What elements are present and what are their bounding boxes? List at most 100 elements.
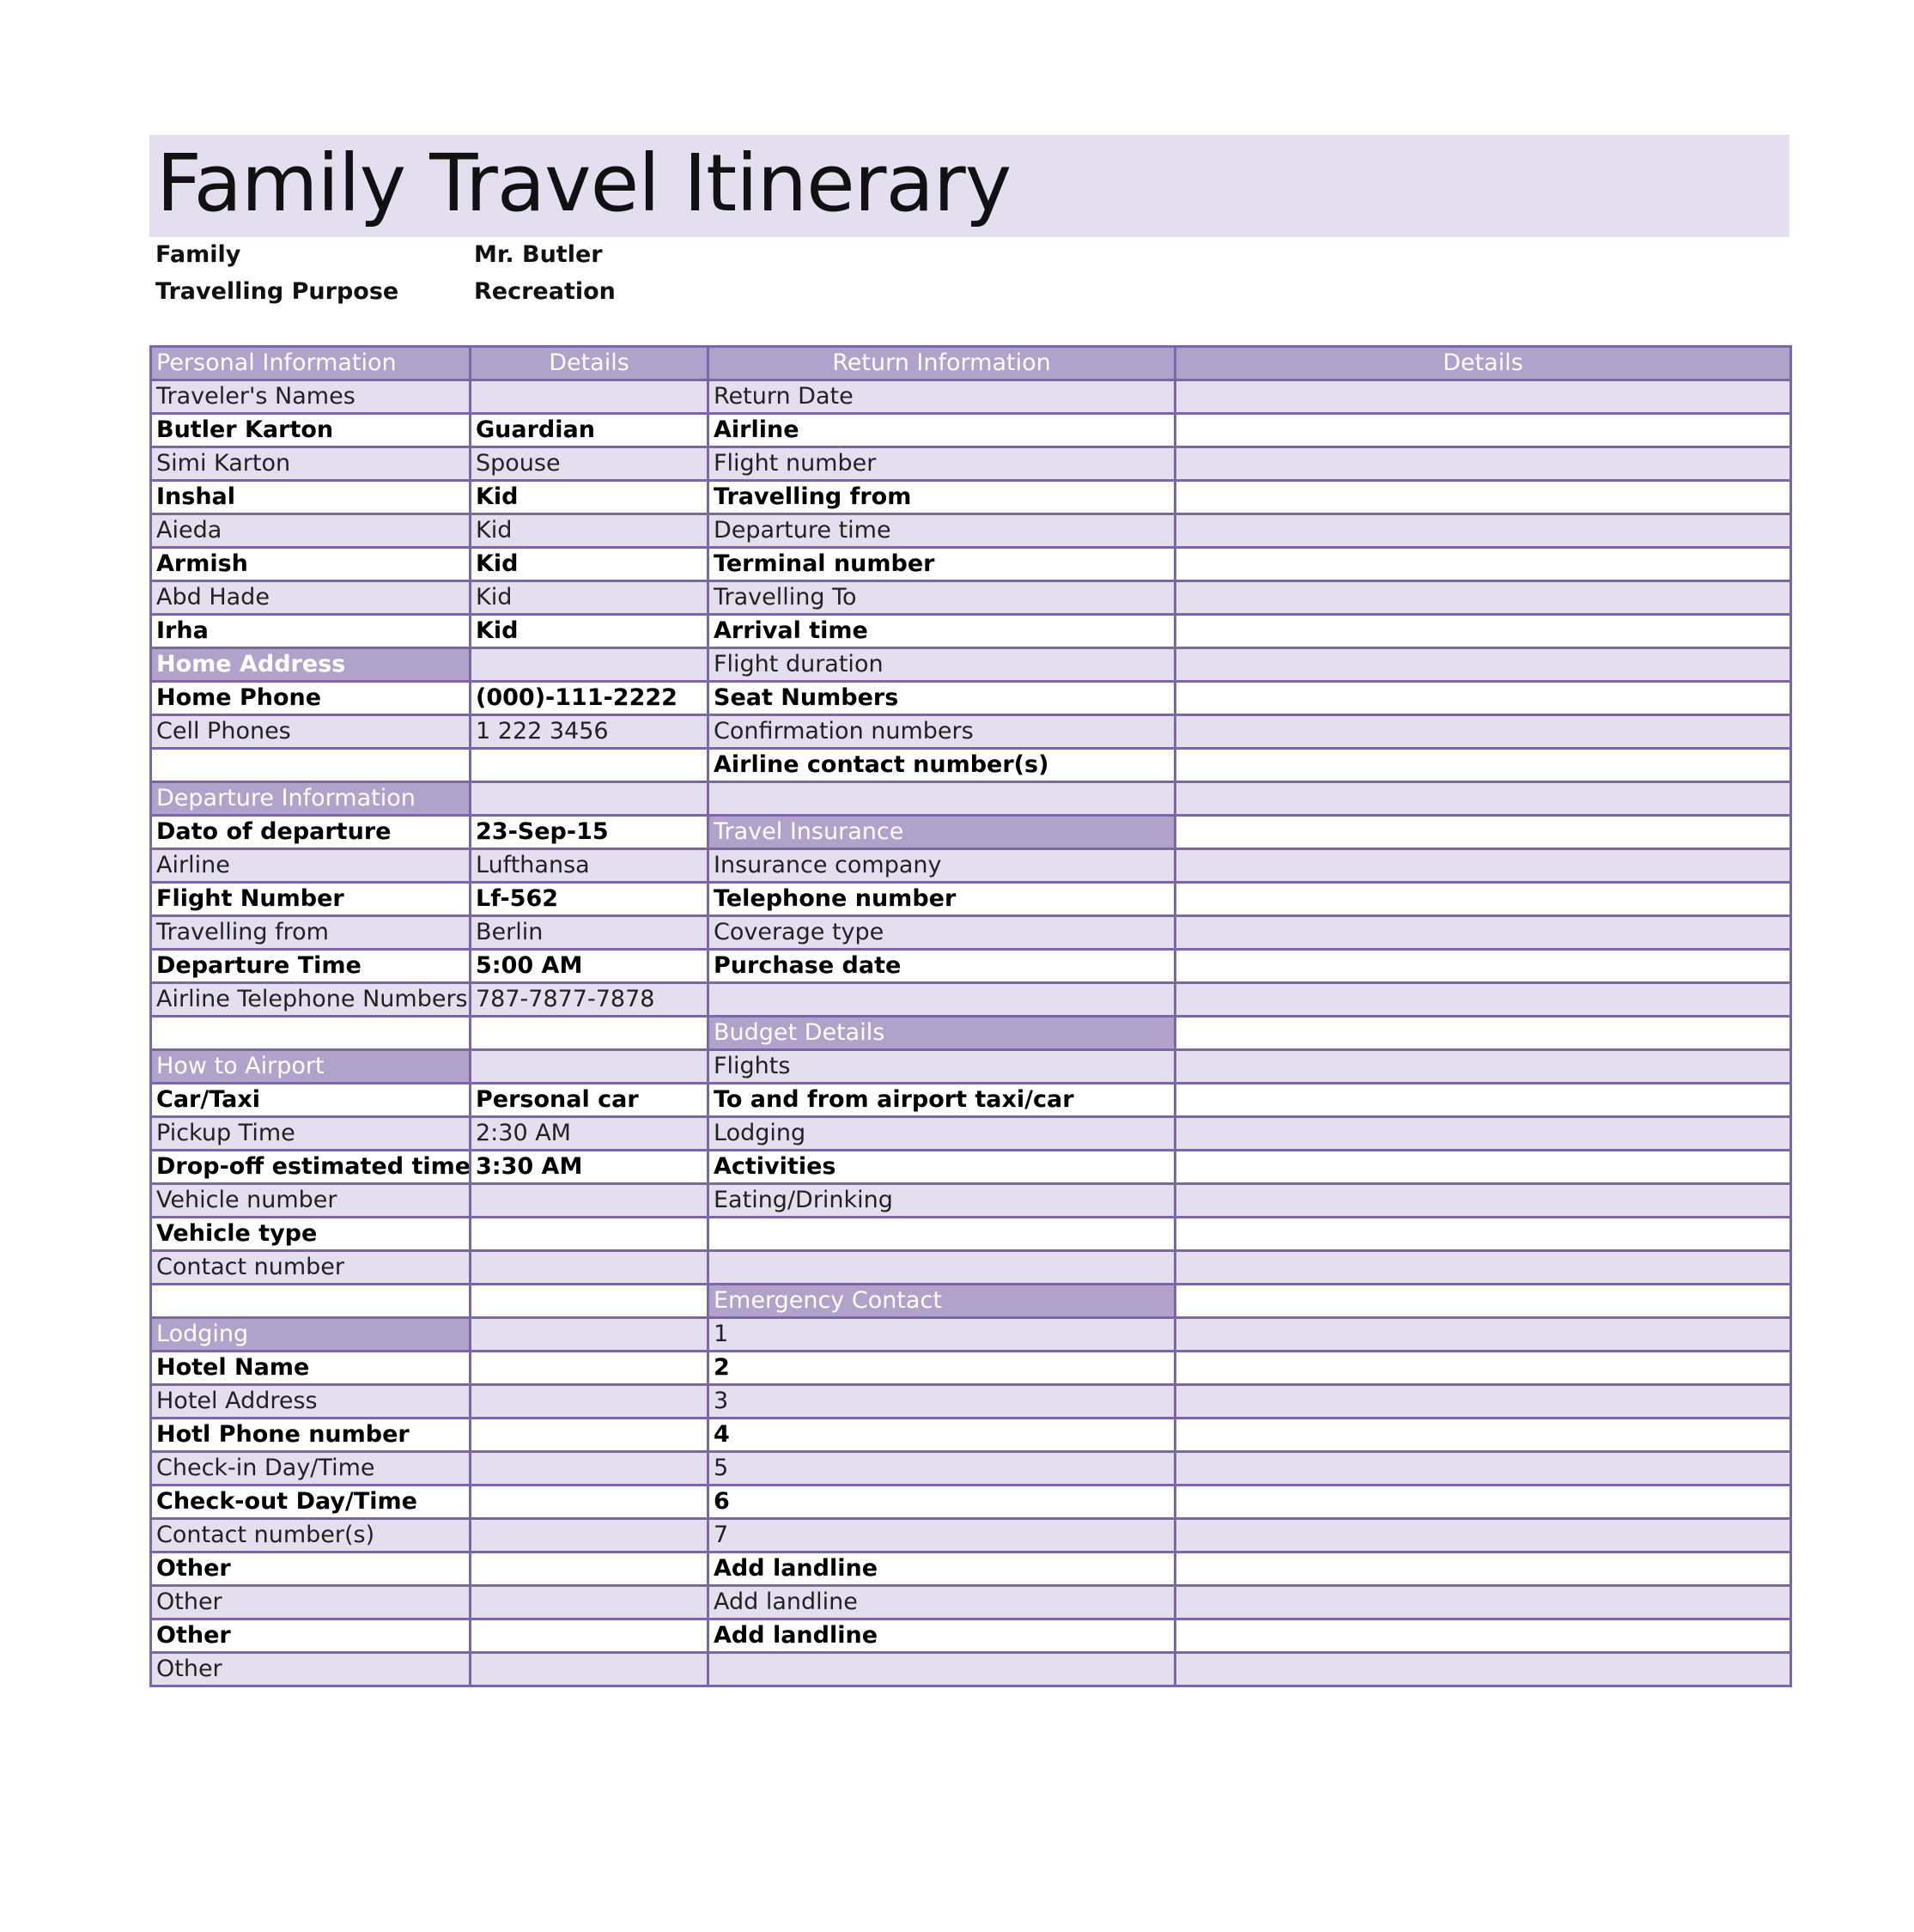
table-cell[interactable]: 6 <box>707 1484 1176 1520</box>
table-cell[interactable]: Telephone number <box>707 881 1176 917</box>
table-cell[interactable] <box>469 1350 709 1386</box>
table-cell[interactable]: Flight Number <box>149 881 471 917</box>
table-cell[interactable]: Lodging <box>707 1115 1176 1151</box>
table-cell[interactable] <box>707 781 1176 817</box>
table-cell[interactable]: Lf-562 <box>469 881 709 917</box>
table-cell[interactable]: Lufthansa <box>469 848 709 884</box>
table-cell[interactable] <box>1174 948 1792 984</box>
table-cell[interactable]: Spouse <box>469 446 709 482</box>
table-cell[interactable]: Insurance company <box>707 848 1176 884</box>
table-cell[interactable]: 1 <box>707 1316 1176 1352</box>
table-cell[interactable]: Armish <box>149 546 471 582</box>
table-cell[interactable]: 4 <box>707 1417 1176 1453</box>
table-cell[interactable]: Airline Telephone Numbers <box>149 981 471 1018</box>
table-cell[interactable] <box>1174 479 1792 515</box>
table-cell[interactable] <box>1174 1618 1792 1654</box>
table-cell[interactable]: Hotel Address <box>149 1383 471 1419</box>
table-cell[interactable]: To and from airport taxi/car <box>707 1082 1176 1118</box>
table-cell[interactable] <box>469 1316 709 1352</box>
table-cell[interactable] <box>1174 1115 1792 1151</box>
table-cell[interactable]: Kid <box>469 546 709 582</box>
section-header-cell[interactable]: Budget Details <box>707 1015 1176 1051</box>
table-cell[interactable]: Drop-off estimated time <box>149 1149 471 1185</box>
table-cell[interactable]: Irha <box>149 613 471 649</box>
table-cell[interactable]: Car/Taxi <box>149 1082 471 1118</box>
table-cell[interactable]: Kid <box>469 479 709 515</box>
table-cell[interactable]: Airline <box>149 848 471 884</box>
table-cell[interactable] <box>469 747 709 783</box>
table-cell[interactable] <box>1174 412 1792 448</box>
table-cell[interactable]: Traveler's Names <box>149 379 471 415</box>
table-cell[interactable] <box>1174 613 1792 649</box>
table-cell[interactable] <box>1174 1651 1792 1687</box>
table-cell[interactable]: Guardian <box>469 412 709 448</box>
table-cell[interactable]: Arrival time <box>707 613 1176 649</box>
table-cell[interactable]: Return Date <box>707 379 1176 415</box>
table-cell[interactable] <box>1174 914 1792 951</box>
table-cell[interactable] <box>469 1249 709 1285</box>
table-cell[interactable]: Contact number(s) <box>149 1517 471 1553</box>
section-header-cell[interactable]: Home Address <box>149 647 471 683</box>
table-cell[interactable]: Travelling from <box>149 914 471 951</box>
table-cell[interactable] <box>149 1283 471 1319</box>
table-cell[interactable]: Confirmation numbers <box>707 714 1176 750</box>
table-cell[interactable] <box>469 647 709 683</box>
table-cell[interactable]: (000)-111-2222 <box>469 680 709 716</box>
table-cell[interactable]: Airline <box>707 412 1176 448</box>
table-cell[interactable] <box>469 1048 709 1084</box>
table-cell[interactable]: Flights <box>707 1048 1176 1084</box>
table-cell[interactable] <box>1174 647 1792 683</box>
table-cell[interactable] <box>1174 513 1792 549</box>
table-cell[interactable]: Add landline <box>707 1618 1176 1654</box>
table-cell[interactable] <box>1174 1182 1792 1218</box>
table-cell[interactable]: 2:30 AM <box>469 1115 709 1151</box>
table-cell[interactable]: Seat Numbers <box>707 680 1176 716</box>
table-cell[interactable]: Purchase date <box>707 948 1176 984</box>
table-cell[interactable] <box>469 781 709 817</box>
table-cell[interactable] <box>469 1450 709 1486</box>
table-cell[interactable] <box>1174 1484 1792 1520</box>
table-cell[interactable]: 2 <box>707 1350 1176 1386</box>
table-cell[interactable]: 23-Sep-15 <box>469 814 709 850</box>
table-cell[interactable] <box>469 1182 709 1218</box>
table-cell[interactable]: Pickup Time <box>149 1115 471 1151</box>
table-cell[interactable]: Add landline <box>707 1551 1176 1587</box>
table-cell[interactable]: Check-out Day/Time <box>149 1484 471 1520</box>
table-cell[interactable]: Flight number <box>707 446 1176 482</box>
table-cell[interactable] <box>1174 680 1792 716</box>
table-cell[interactable] <box>469 1484 709 1520</box>
table-cell[interactable]: Dato of departure <box>149 814 471 850</box>
table-cell[interactable] <box>1174 1082 1792 1118</box>
table-cell[interactable]: Coverage type <box>707 914 1176 951</box>
table-cell[interactable]: Vehicle number <box>149 1182 471 1218</box>
table-cell[interactable]: Aieda <box>149 513 471 549</box>
table-cell[interactable]: Home Phone <box>149 680 471 716</box>
table-cell[interactable] <box>149 1015 471 1051</box>
table-cell[interactable]: Travelling To <box>707 580 1176 616</box>
table-cell[interactable] <box>1174 379 1792 415</box>
table-cell[interactable] <box>1174 848 1792 884</box>
table-cell[interactable]: Simi Karton <box>149 446 471 482</box>
table-cell[interactable]: 5 <box>707 1450 1176 1486</box>
table-cell[interactable] <box>707 981 1176 1018</box>
table-cell[interactable]: Cell Phones <box>149 714 471 750</box>
table-cell[interactable]: 3:30 AM <box>469 1149 709 1185</box>
table-cell[interactable] <box>1174 1450 1792 1486</box>
table-cell[interactable]: Hotel Name <box>149 1350 471 1386</box>
table-cell[interactable]: Other <box>149 1551 471 1587</box>
table-cell[interactable]: 787-7877-7878 <box>469 981 709 1018</box>
table-cell[interactable]: Check-in Day/Time <box>149 1450 471 1486</box>
table-cell[interactable]: Vehicle type <box>149 1216 471 1252</box>
table-cell[interactable]: Eating/Drinking <box>707 1182 1176 1218</box>
table-cell[interactable] <box>469 1551 709 1587</box>
table-cell[interactable] <box>1174 747 1792 783</box>
table-cell[interactable]: Other <box>149 1651 471 1687</box>
table-cell[interactable] <box>707 1651 1176 1687</box>
table-cell[interactable]: Abd Hade <box>149 580 471 616</box>
table-cell[interactable] <box>469 1618 709 1654</box>
section-header-cell[interactable]: Emergency Contact <box>707 1283 1176 1319</box>
table-cell[interactable]: Other <box>149 1584 471 1620</box>
table-cell[interactable] <box>1174 1283 1792 1319</box>
section-header-cell[interactable]: Lodging <box>149 1316 471 1352</box>
table-cell[interactable]: Kid <box>469 613 709 649</box>
